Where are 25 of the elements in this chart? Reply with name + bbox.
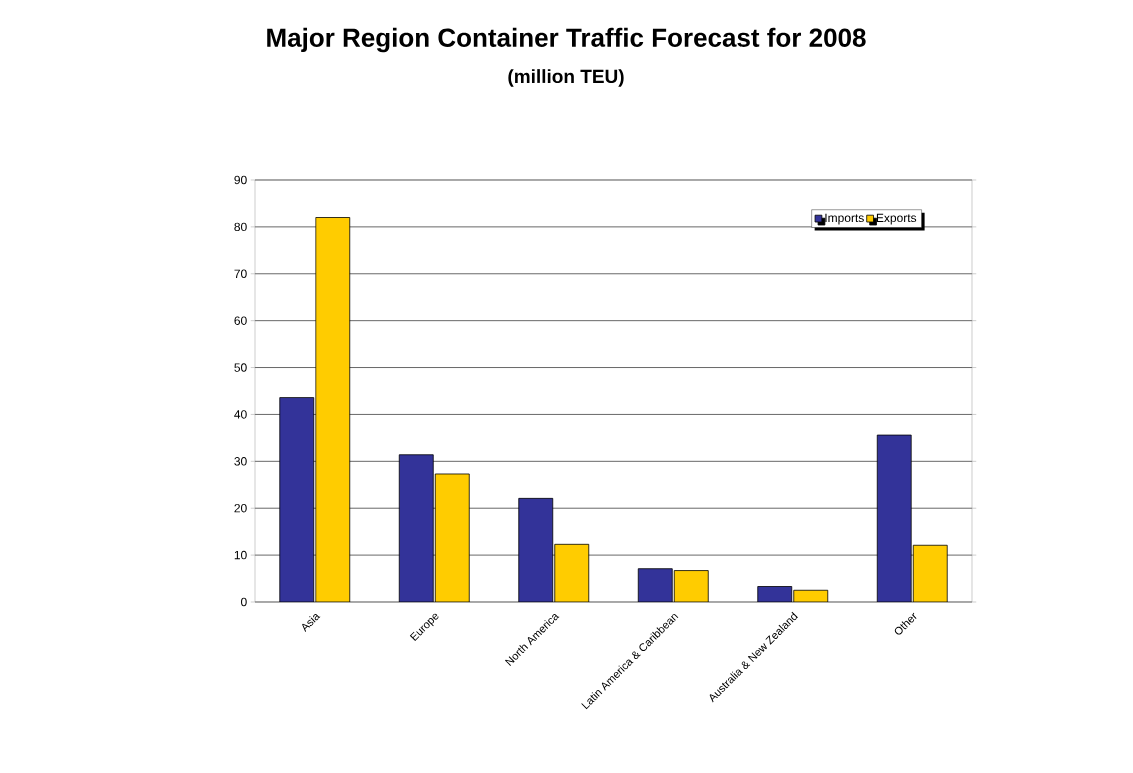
y-tick-label: 20 (234, 503, 247, 513)
chart-subtitle: (million TEU) (508, 69, 624, 87)
x-tick-label: Asia (302, 614, 321, 632)
y-tick-label: 40 (234, 410, 247, 419)
y-tick-label: 60 (234, 316, 247, 325)
bar (398, 454, 434, 602)
bar (673, 570, 709, 602)
y-tick-label: 80 (234, 222, 247, 232)
bar (912, 544, 948, 602)
y-tick-label: 90 (234, 175, 247, 185)
y-tick-label: 50 (234, 363, 247, 372)
legend-label: Imports (825, 213, 864, 225)
bar (279, 397, 315, 602)
bar (554, 543, 590, 602)
y-tick-label: 0 (241, 597, 247, 607)
bar (876, 434, 912, 602)
bar (434, 473, 470, 602)
chart-title: Major Region Container Traffic Forecast for 2008 (267, 27, 866, 53)
bar (518, 497, 554, 602)
bar (315, 217, 351, 602)
legend-label: Exports (876, 213, 917, 225)
y-tick-label: 30 (234, 457, 247, 466)
y-tick-label: 10 (234, 550, 247, 560)
bar (637, 568, 673, 602)
y-tick-label: 70 (234, 269, 247, 279)
